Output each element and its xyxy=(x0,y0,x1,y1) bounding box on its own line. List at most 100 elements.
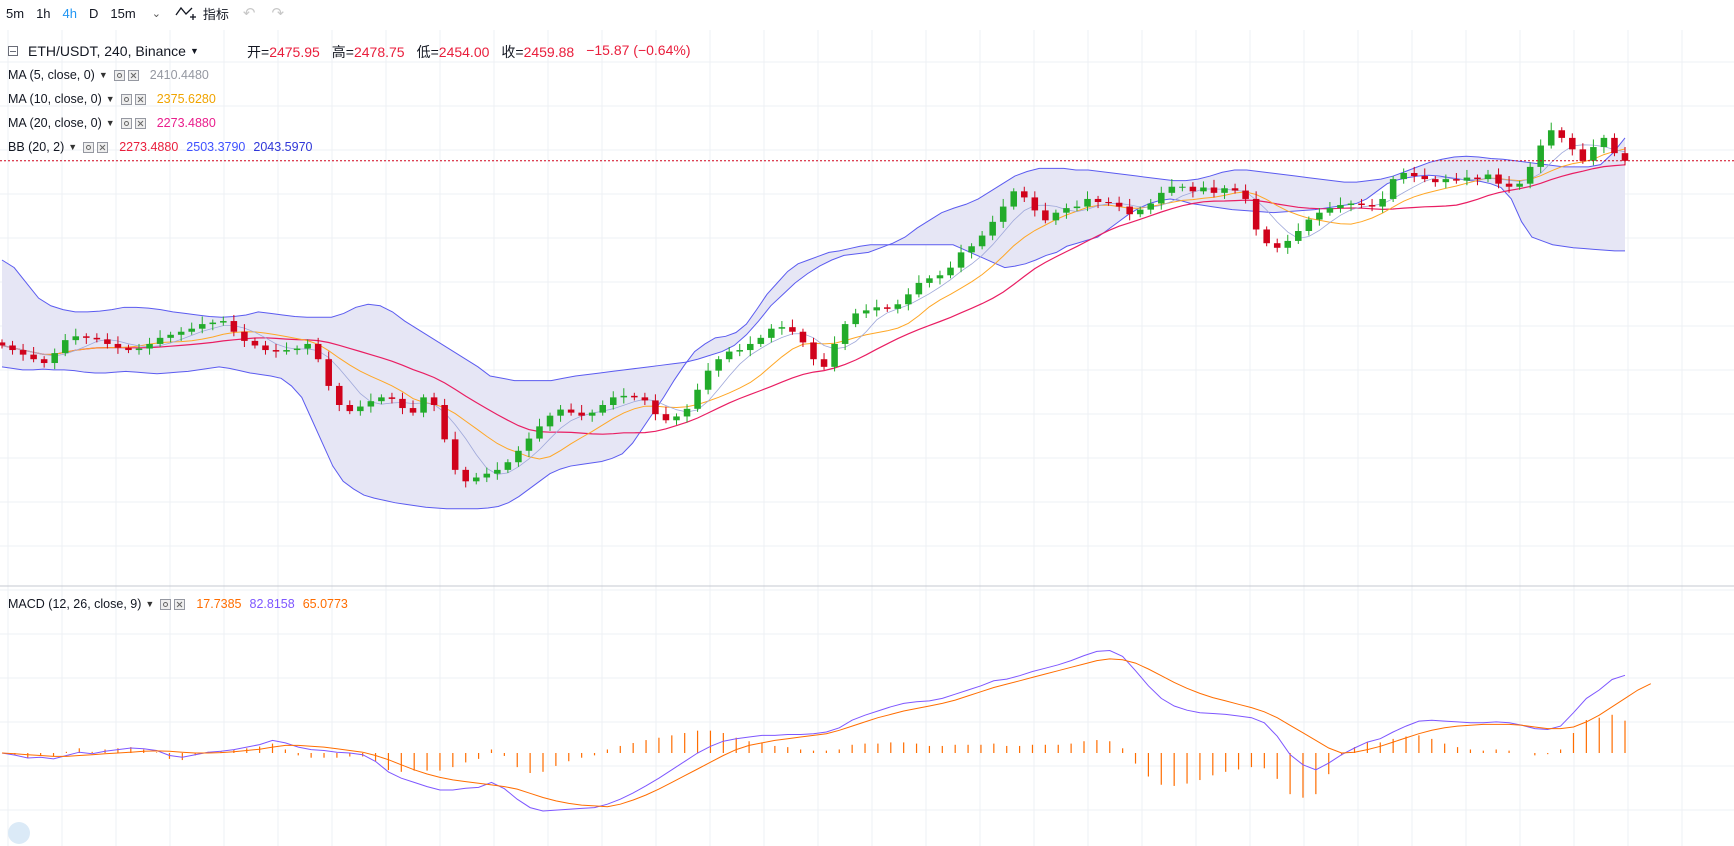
candle[interactable] xyxy=(1295,223,1302,244)
chevron-down-icon[interactable]: ▼ xyxy=(189,46,199,56)
chevron-down-icon[interactable]: ⌄ xyxy=(151,7,161,20)
candle[interactable] xyxy=(1326,202,1334,216)
candle[interactable] xyxy=(1242,184,1249,204)
legend-ma20-name[interactable]: MA (20, close, 0) xyxy=(8,116,102,130)
candle[interactable] xyxy=(546,412,554,431)
candle[interactable] xyxy=(1052,209,1060,225)
candle[interactable] xyxy=(61,334,69,357)
candle[interactable] xyxy=(1484,169,1492,183)
candle[interactable] xyxy=(462,466,469,488)
candle[interactable] xyxy=(504,459,512,473)
candle[interactable] xyxy=(1158,186,1165,210)
candle[interactable] xyxy=(9,340,16,355)
candle[interactable] xyxy=(420,394,427,418)
chevron-down-icon[interactable]: ▼ xyxy=(98,70,108,80)
candle[interactable] xyxy=(367,393,375,413)
chevron-down-icon[interactable]: ▼ xyxy=(68,142,78,152)
candle[interactable] xyxy=(430,392,438,412)
tradingview-logo-icon[interactable] xyxy=(8,822,30,844)
candle[interactable] xyxy=(93,333,101,343)
candle[interactable] xyxy=(1252,191,1260,236)
candle[interactable] xyxy=(378,394,385,405)
candle[interactable] xyxy=(799,328,807,347)
candle[interactable] xyxy=(631,392,638,401)
candle[interactable] xyxy=(1537,139,1544,173)
candle[interactable] xyxy=(156,330,164,347)
collapse-icon[interactable] xyxy=(8,46,18,56)
close-icon[interactable] xyxy=(97,141,109,153)
candle[interactable] xyxy=(209,319,217,331)
candle[interactable] xyxy=(314,337,322,363)
symbol-title[interactable]: ETH/USDT, 240, Binance xyxy=(28,43,186,59)
candle[interactable] xyxy=(662,406,670,424)
candle[interactable] xyxy=(1263,226,1270,247)
candle[interactable] xyxy=(673,413,680,425)
candle[interactable] xyxy=(1463,169,1471,186)
candle[interactable] xyxy=(357,400,364,416)
candle[interactable] xyxy=(525,432,533,457)
candle[interactable] xyxy=(1526,162,1534,189)
visibility-icon[interactable] xyxy=(113,69,125,81)
timeframe-1h[interactable]: 1h xyxy=(36,5,51,21)
candle[interactable] xyxy=(1621,147,1629,166)
candle[interactable] xyxy=(146,337,153,355)
candle[interactable] xyxy=(230,314,238,337)
candle[interactable] xyxy=(135,343,143,355)
candle[interactable] xyxy=(19,343,27,361)
candle[interactable] xyxy=(768,324,775,343)
candle[interactable] xyxy=(641,392,649,405)
candle[interactable] xyxy=(293,345,301,355)
candle[interactable] xyxy=(1136,206,1144,218)
candle[interactable] xyxy=(1126,198,1133,221)
candle[interactable] xyxy=(1516,180,1523,190)
candle[interactable] xyxy=(841,321,849,351)
candle[interactable] xyxy=(989,215,996,241)
candle[interactable] xyxy=(820,353,828,370)
candle[interactable] xyxy=(1505,176,1513,193)
legend-ma5-name[interactable]: MA (5, close, 0) xyxy=(8,68,95,82)
candle[interactable] xyxy=(789,319,796,335)
candle[interactable] xyxy=(1115,196,1123,212)
candle[interactable] xyxy=(1316,208,1323,226)
candle[interactable] xyxy=(599,400,606,416)
candle[interactable] xyxy=(683,404,691,423)
visibility-icon[interactable] xyxy=(160,598,172,610)
candle[interactable] xyxy=(409,400,417,416)
candle[interactable] xyxy=(399,392,406,415)
candle[interactable] xyxy=(1094,195,1102,209)
candle[interactable] xyxy=(1063,203,1070,219)
candle[interactable] xyxy=(0,339,6,349)
candle[interactable] xyxy=(1073,200,1081,212)
undo-icon[interactable]: ↶ xyxy=(242,5,256,22)
candle[interactable] xyxy=(968,243,975,259)
candle[interactable] xyxy=(104,333,111,349)
candle[interactable] xyxy=(1284,234,1292,254)
candle[interactable] xyxy=(335,382,343,412)
candle[interactable] xyxy=(1432,176,1439,187)
candle[interactable] xyxy=(83,333,90,344)
timeframe-d[interactable]: D xyxy=(89,5,99,21)
candle[interactable] xyxy=(831,336,838,372)
candle[interactable] xyxy=(1569,133,1576,156)
candle[interactable] xyxy=(1168,179,1176,196)
candle[interactable] xyxy=(283,342,290,355)
legend-ma10-name[interactable]: MA (10, close, 0) xyxy=(8,92,102,106)
candle[interactable] xyxy=(694,383,701,412)
candle[interactable] xyxy=(1031,191,1039,217)
candle[interactable] xyxy=(588,409,596,422)
candle[interactable] xyxy=(1410,166,1418,183)
candle[interactable] xyxy=(620,388,628,404)
candle[interactable] xyxy=(441,398,448,443)
timeframe-15m[interactable]: 15m xyxy=(110,5,136,21)
timeframe-5m[interactable]: 5m xyxy=(6,5,25,21)
candle[interactable] xyxy=(905,288,912,311)
candle[interactable] xyxy=(704,363,712,395)
candle[interactable] xyxy=(1347,200,1355,212)
candle[interactable] xyxy=(1337,197,1344,213)
close-icon[interactable] xyxy=(134,117,146,129)
candle[interactable] xyxy=(1021,186,1028,202)
candle[interactable] xyxy=(51,348,58,370)
candle[interactable] xyxy=(609,391,617,410)
candle[interactable] xyxy=(999,198,1007,228)
candle[interactable] xyxy=(915,275,923,298)
